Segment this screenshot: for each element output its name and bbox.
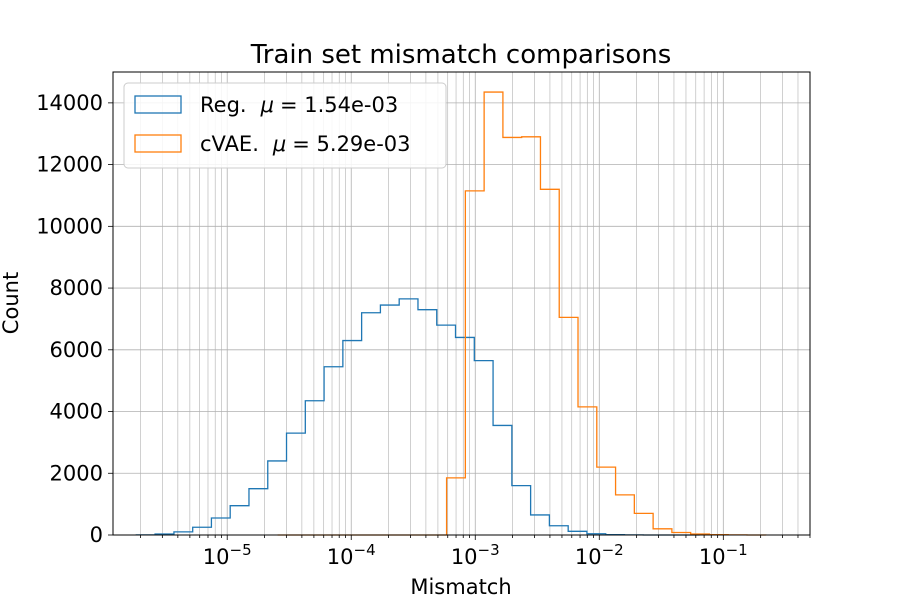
x-tick-label-base: 10 bbox=[451, 545, 478, 569]
legend-label-reg: Reg. μ = 1.54e-03 bbox=[200, 93, 398, 117]
legend: Reg. μ = 1.54e-03 cVAE. μ = 5.29e-03 bbox=[124, 83, 446, 168]
y-tick-label: 4000 bbox=[50, 400, 103, 424]
legend-reg-name: Reg. bbox=[200, 93, 247, 117]
x-tick-label-base: 10 bbox=[699, 545, 726, 569]
y-tick-label: 0 bbox=[90, 523, 103, 547]
legend-label-cvae: cVAE. μ = 5.29e-03 bbox=[200, 132, 411, 156]
x-tick-label-base: 10 bbox=[327, 545, 354, 569]
y-tick-label: 12000 bbox=[36, 153, 103, 177]
legend-reg-value: = 1.54e-03 bbox=[280, 93, 398, 117]
legend-cvae-value: = 5.29e-03 bbox=[292, 132, 410, 156]
x-tick-label-base: 10 bbox=[575, 545, 602, 569]
y-tick-label: 10000 bbox=[36, 214, 103, 238]
x-tick-label-exponent: −3 bbox=[478, 541, 500, 559]
x-tick-label-exponent: −4 bbox=[354, 541, 376, 559]
y-tick-label: 2000 bbox=[50, 461, 103, 485]
x-tick-label-exponent: −2 bbox=[602, 541, 624, 559]
legend-cvae-mu: μ bbox=[272, 132, 286, 156]
x-tick-label-base: 10 bbox=[203, 545, 230, 569]
x-tick-label-exponent: −5 bbox=[230, 541, 252, 559]
x-axis-label: Mismatch bbox=[410, 575, 511, 599]
y-tick-label: 6000 bbox=[50, 338, 103, 362]
legend-cvae-name: cVAE. bbox=[200, 132, 259, 156]
x-tick-label-exponent: −1 bbox=[726, 541, 748, 559]
legend-reg-mu: μ bbox=[260, 93, 274, 117]
chart-title: Train set mismatch comparisons bbox=[250, 40, 672, 70]
y-tick-label: 14000 bbox=[36, 91, 103, 115]
y-tick-label: 8000 bbox=[50, 276, 103, 300]
y-axis-label: Count bbox=[0, 272, 23, 334]
